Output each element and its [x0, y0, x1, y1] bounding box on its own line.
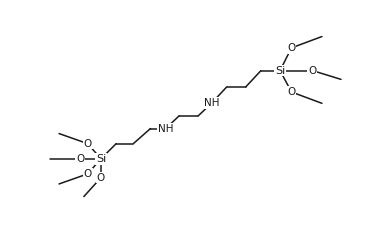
Text: O: O	[83, 169, 92, 179]
Text: O: O	[83, 139, 92, 149]
Text: O: O	[308, 66, 317, 76]
Text: Si: Si	[275, 66, 285, 76]
Text: Si: Si	[96, 154, 106, 164]
Text: O: O	[287, 87, 296, 97]
Text: O: O	[76, 154, 84, 164]
Text: NH: NH	[204, 98, 219, 108]
Text: NH: NH	[158, 123, 173, 134]
Text: O: O	[97, 173, 105, 183]
Text: O: O	[287, 43, 296, 53]
